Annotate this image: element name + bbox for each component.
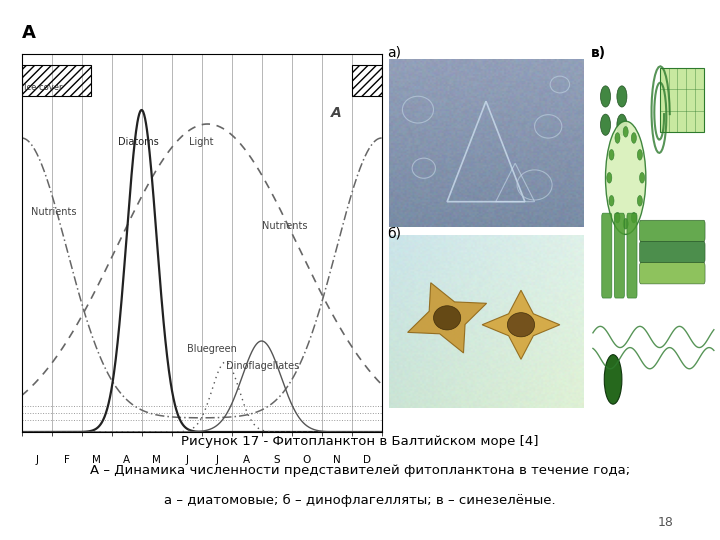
Text: А – Динамика численности представителей фитопланктона в течение года;: А – Динамика численности представителей …: [90, 464, 630, 477]
Text: в): в): [590, 46, 606, 60]
Ellipse shape: [631, 133, 636, 143]
Text: Ice cover: Ice cover: [24, 83, 63, 92]
Ellipse shape: [615, 133, 620, 143]
Bar: [22, 64, 91, 96]
Text: A: A: [243, 455, 250, 465]
Text: D: D: [363, 455, 371, 465]
Ellipse shape: [609, 150, 614, 160]
Text: а – диатомовые; б – динофлагелляты; в – синезелёные.: а – диатомовые; б – динофлагелляты; в – …: [164, 494, 556, 507]
FancyBboxPatch shape: [614, 213, 624, 298]
Ellipse shape: [609, 195, 614, 206]
Text: Bluegreen: Bluegreen: [186, 343, 236, 354]
Text: J: J: [215, 455, 218, 465]
Text: Diatoms: Diatoms: [117, 137, 158, 147]
Text: N: N: [333, 455, 341, 465]
Ellipse shape: [617, 86, 627, 107]
Circle shape: [433, 306, 461, 330]
Text: 18: 18: [657, 516, 673, 530]
Ellipse shape: [600, 86, 611, 107]
FancyBboxPatch shape: [627, 213, 637, 298]
FancyBboxPatch shape: [639, 220, 705, 241]
Ellipse shape: [623, 126, 628, 137]
Circle shape: [508, 313, 535, 337]
Text: Dinoflagellates: Dinoflagellates: [225, 361, 299, 371]
Ellipse shape: [637, 195, 642, 206]
Text: M: M: [92, 455, 101, 465]
Text: A: A: [330, 106, 341, 120]
Text: O: O: [302, 455, 311, 465]
Ellipse shape: [615, 212, 620, 223]
Bar: [351, 64, 382, 96]
FancyBboxPatch shape: [639, 241, 705, 262]
FancyBboxPatch shape: [660, 68, 703, 132]
Circle shape: [606, 121, 646, 234]
Text: б): б): [387, 227, 400, 241]
Text: А: А: [22, 24, 35, 42]
FancyBboxPatch shape: [639, 262, 705, 284]
Polygon shape: [408, 283, 487, 353]
Text: F: F: [63, 455, 70, 465]
Text: а): а): [387, 46, 400, 60]
Text: Light: Light: [189, 137, 214, 147]
Ellipse shape: [617, 114, 627, 136]
Text: J: J: [35, 455, 38, 465]
Ellipse shape: [637, 150, 642, 160]
Text: Nutrients: Nutrients: [261, 221, 307, 231]
Text: M: M: [152, 455, 161, 465]
Ellipse shape: [639, 172, 644, 183]
Text: S: S: [274, 455, 280, 465]
Circle shape: [604, 355, 622, 404]
Text: Рисунок 17 - Фитопланктон в Балтийском море [4]: Рисунок 17 - Фитопланктон в Балтийском м…: [181, 435, 539, 448]
Text: A: A: [123, 455, 130, 465]
Ellipse shape: [631, 212, 636, 223]
FancyBboxPatch shape: [602, 213, 612, 298]
Ellipse shape: [623, 219, 628, 229]
Text: Nutrients: Nutrients: [30, 207, 76, 217]
Polygon shape: [482, 290, 560, 359]
Text: J: J: [185, 455, 188, 465]
Ellipse shape: [607, 172, 612, 183]
Ellipse shape: [600, 114, 611, 136]
